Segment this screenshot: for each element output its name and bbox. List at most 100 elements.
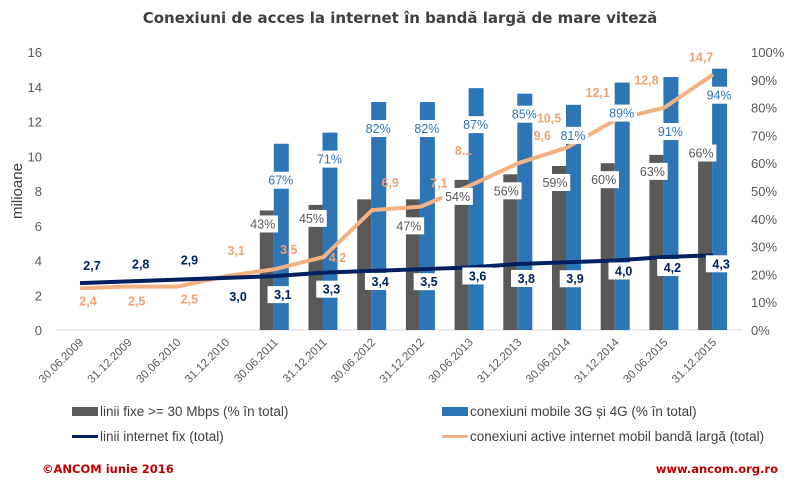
bar-gray — [600, 163, 615, 330]
legend-swatch — [442, 435, 468, 438]
legend-gray-bars: linii fixe >= 30 Mbps (% în total) — [72, 404, 288, 419]
y2-tick-label: 40% — [751, 212, 777, 227]
line-label-navy: 3,3 — [323, 283, 340, 297]
bar-gray — [503, 174, 518, 330]
y2-tick-label: 0% — [751, 323, 770, 338]
y-tick-label: 0 — [35, 323, 42, 338]
bar-label-blue: 82% — [366, 122, 391, 136]
bar-label-blue-box — [411, 120, 443, 138]
y2-tick-label: 80% — [751, 101, 777, 116]
bar-label-blue-box — [703, 86, 735, 104]
x-tick-label: 31.12.2014 — [573, 336, 623, 386]
legend-label: conexiuni mobile 3G și 4G (% în total) — [470, 404, 697, 419]
x-tick-label: 30.06.2014 — [524, 336, 574, 386]
bar-gray — [357, 199, 372, 330]
y-tick-label: 4 — [35, 254, 42, 269]
line-fixed-internet — [79, 253, 714, 286]
y-tick-label: 14 — [28, 80, 42, 95]
bar-gray — [552, 165, 566, 330]
line-label-navy: 3,6 — [469, 269, 486, 283]
line-label-navy: 4,0 — [615, 265, 632, 279]
x-tick-label: 30.06.2015 — [621, 337, 670, 386]
legend-label: linii fixe >= 30 Mbps (% în total) — [100, 404, 289, 419]
legend-swatch — [442, 407, 468, 416]
footer-copyright: ©ANCOM iunie 2016 — [42, 462, 174, 476]
bar-blue — [517, 93, 533, 330]
bar-blue — [419, 102, 435, 330]
line-label-navy: 3,8 — [518, 272, 535, 286]
legend-navy-line: linii internet fix (total) — [72, 429, 224, 444]
line-label-orange: 3,1 — [227, 244, 244, 258]
bar-label-blue-box — [314, 150, 345, 168]
bar-label-gray: 45% — [299, 212, 324, 226]
line-label-orange: 12,8 — [634, 74, 658, 88]
bar-label-blue: 67% — [268, 174, 293, 188]
y2-tick-label: 90% — [751, 73, 777, 88]
bar-label-gray-box — [296, 209, 327, 227]
bar-label-blue: 81% — [560, 129, 585, 143]
x-tick-label: 30.06.2009 — [37, 337, 86, 386]
bar-label-gray: 59% — [542, 176, 567, 190]
line-label-navy-box — [559, 270, 591, 288]
bar-label-gray-box — [491, 182, 522, 200]
bar-label-gray-box — [442, 187, 473, 205]
line-label-orange: 2,5 — [128, 295, 145, 309]
line-label-orange: 8... — [455, 144, 472, 158]
line-label-navy-box — [267, 286, 299, 304]
bar-gray — [698, 146, 713, 330]
y-tick-label: 8 — [35, 184, 42, 199]
x-tick-label: 30.06.2010 — [134, 337, 183, 386]
bar-label-gray: 54% — [445, 190, 470, 204]
bar-label-blue-box — [265, 171, 297, 189]
line-label-orange: 4,2 — [329, 251, 346, 265]
legend-blue-bars: conexiuni mobile 3G și 4G (% în total) — [442, 404, 697, 419]
bar-label-gray: 63% — [640, 165, 665, 179]
line-label-orange: 6,9 — [382, 176, 399, 190]
x-tick-label: 31.12.2011 — [281, 337, 330, 386]
legend-swatch — [72, 435, 98, 438]
line-label-orange: 2,5 — [181, 293, 198, 307]
bar-label-blue-box — [460, 116, 491, 134]
bar-label-gray-box — [247, 215, 279, 233]
x-tick-label: 31.12.2009 — [86, 337, 135, 386]
line-label-navy: 3,1 — [274, 288, 291, 302]
line-label-orange: 14,7 — [689, 51, 713, 65]
chart-title: Conexiuni de acces la internet în bandă … — [142, 9, 658, 27]
legend-swatch — [72, 407, 98, 416]
line-label-orange: 12,1 — [586, 86, 610, 100]
line-label-navy: 3,9 — [566, 272, 583, 286]
bar-label-gray: 66% — [689, 147, 714, 161]
bar-label-gray: 47% — [396, 219, 421, 233]
x-tick-label: 31.12.2015 — [670, 337, 719, 386]
legend-label: linii internet fix (total) — [100, 429, 224, 444]
bar-label-gray: 56% — [494, 184, 519, 198]
x-tick-label: 31.12.2013 — [475, 337, 524, 386]
line-label-navy: 2,9 — [181, 254, 198, 268]
y2-tick-label: 20% — [751, 267, 777, 282]
line-label-navy: 3,0 — [229, 290, 246, 304]
legend-label: conexiuni active internet mobil bandă la… — [470, 429, 765, 444]
line-label-orange: 7,1 — [430, 177, 447, 191]
line-label-orange: 2,4 — [79, 294, 96, 308]
footer-url[interactable]: www.ancom.org.ro — [655, 462, 778, 476]
y-tick-label: 2 — [35, 288, 42, 303]
bar-gray — [454, 179, 469, 330]
bar-label-blue: 94% — [707, 89, 732, 103]
line-label-orange: 3,5 — [280, 243, 297, 257]
line-label-navy-box — [462, 267, 493, 285]
y-tick-label: 10 — [28, 149, 42, 164]
line-mobile-broadband — [79, 72, 715, 291]
y2-tick-label: 70% — [751, 128, 777, 143]
line-label-navy: 4,3 — [712, 257, 729, 271]
x-tick-label: 30.06.2011 — [232, 337, 281, 386]
bar-label-blue-box — [509, 105, 540, 123]
y-tick-label: 6 — [35, 219, 42, 234]
line-label-orange: 10,5 — [537, 112, 561, 126]
bar-label-gray: 60% — [591, 173, 616, 187]
bar-blue — [712, 68, 728, 331]
y2-tick-label: 100% — [751, 45, 785, 60]
line-label-navy-box — [316, 280, 347, 298]
y2-tick-label: 50% — [751, 184, 777, 199]
